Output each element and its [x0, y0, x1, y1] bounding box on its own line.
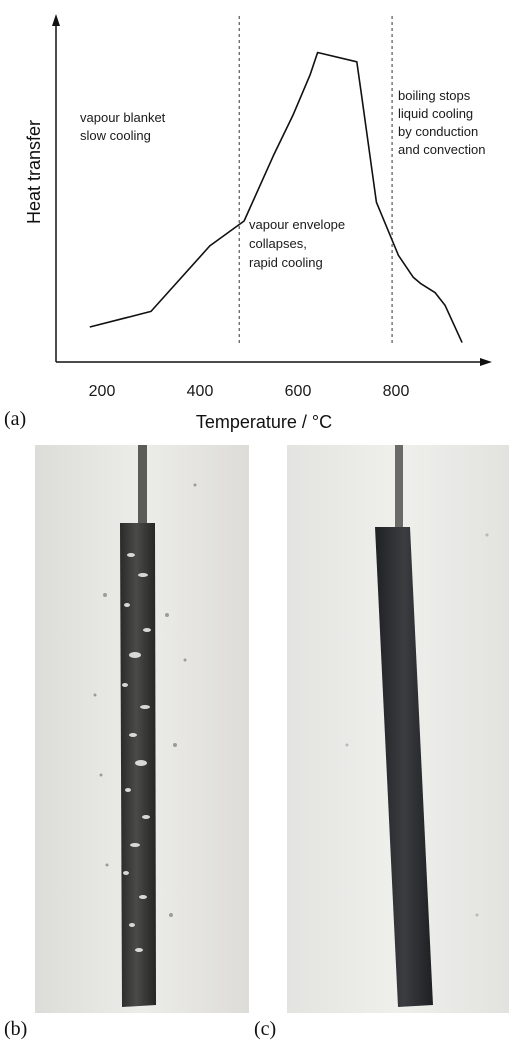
- x-tick-label: 600: [285, 383, 312, 400]
- annotation-line: slow cooling: [80, 128, 151, 143]
- y-axis-arrowhead: [52, 14, 60, 26]
- stray-bubbles: [93, 483, 197, 917]
- y-axis-title: Heat transfer: [24, 120, 44, 224]
- annotation-line: rapid cooling: [249, 255, 323, 270]
- photo-rod-quiet: [287, 445, 509, 1013]
- photo-rod-vapour-bubbles: [35, 445, 249, 1013]
- annotation-boiling-stops: boiling stops liquid cooling by conducti…: [398, 88, 485, 157]
- rod-quiet-image: [287, 445, 509, 1013]
- panel-label-a: (a): [4, 408, 27, 430]
- stray-bubbles: [345, 533, 489, 917]
- series-line: [89, 51, 463, 343]
- x-axis-title: Temperature / °C: [196, 412, 332, 432]
- annotation-vapour-envelope: vapour envelope collapses, rapid cooling: [249, 217, 349, 270]
- annotation-line: by conduction: [398, 124, 478, 139]
- annotation-line: vapour envelope: [249, 217, 345, 232]
- vapour-bubbles: [122, 553, 151, 952]
- heat-transfer-chart: 200 400 600 800 Temperature / °C Heat tr…: [24, 14, 492, 432]
- annotation-line: liquid cooling: [398, 106, 473, 121]
- annotation-vapour-blanket: vapour blanket slow cooling: [80, 110, 169, 143]
- x-tick-label: 200: [89, 383, 116, 400]
- x-tick-label: 400: [187, 383, 214, 400]
- rod-bubbles-image: [35, 445, 249, 1013]
- x-axis-arrowhead: [480, 358, 492, 366]
- annotation-line: collapses,: [249, 236, 307, 251]
- rod-body: [375, 527, 433, 1007]
- annotation-line: and convection: [398, 142, 485, 157]
- annotation-line: boiling stops: [398, 88, 471, 103]
- thermocouple-wire: [138, 445, 147, 527]
- x-tick-label: 800: [383, 383, 410, 400]
- thermocouple-wire: [395, 445, 403, 530]
- panel-label-b: (b): [4, 1018, 28, 1040]
- annotation-line: vapour blanket: [80, 110, 166, 125]
- panel-label-c: (c): [254, 1018, 277, 1040]
